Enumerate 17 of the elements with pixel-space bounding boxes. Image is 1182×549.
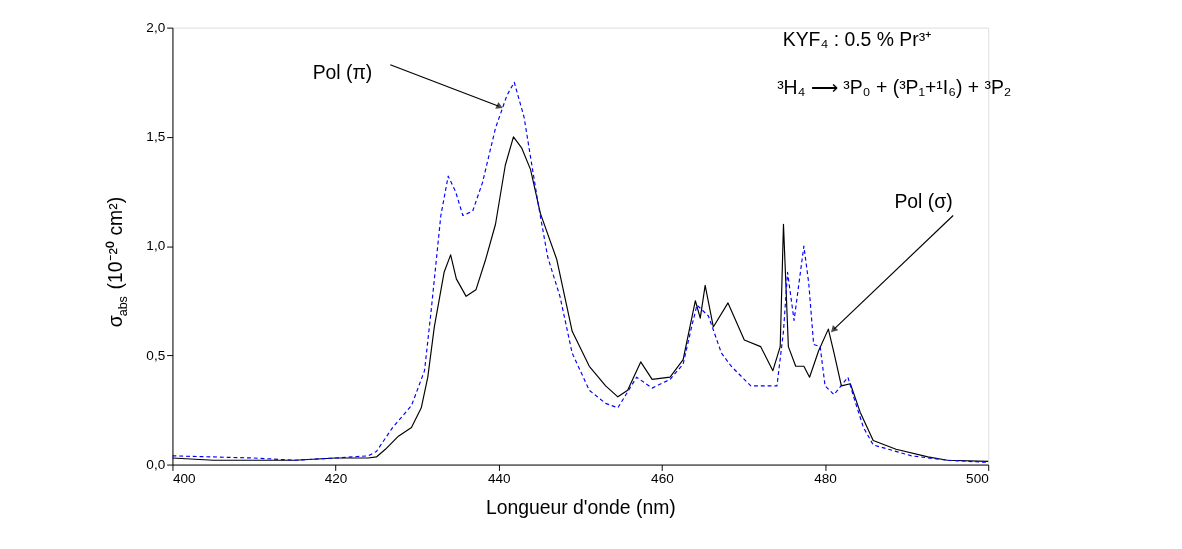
annotation: Pol (π) [312, 61, 373, 84]
y-axis-title: σabs (10⁻²⁰ cm²) [104, 196, 130, 328]
x-tick-label: 480 [814, 471, 837, 487]
x-axis-title: Longueur d'onde (nm) [485, 495, 676, 518]
y-tick-label: 0,0 [146, 456, 166, 472]
y-tick-label: 1,5 [146, 129, 166, 145]
x-tick-label: 460 [651, 471, 674, 487]
annotation: Pol (σ) [894, 190, 953, 213]
y-tick-label: 0,5 [146, 347, 166, 363]
annotation: KYF₄ : 0.5 % Pr³⁺ [782, 28, 933, 51]
y-tick-label: 2,0 [146, 19, 166, 35]
x-tick-label: 440 [487, 471, 511, 487]
x-tick-label: 400 [172, 471, 196, 487]
x-tick-label: 420 [324, 471, 348, 487]
x-tick-label: 500 [966, 471, 989, 487]
annotation: ³H₄ ⟶ ³P₀ + (³P₁+¹I₆) + ³P₂ [777, 75, 1012, 98]
y-tick-label: 1,0 [146, 238, 166, 254]
